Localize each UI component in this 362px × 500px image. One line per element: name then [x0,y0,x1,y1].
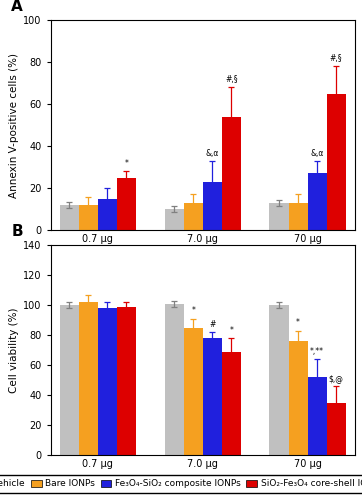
Bar [60,305,79,455]
Bar [117,178,136,230]
Text: #: # [209,320,215,329]
Text: *: * [191,306,195,316]
Text: $,@: $,@ [329,374,344,383]
Bar [308,174,327,230]
Bar [203,338,222,455]
Bar [222,116,241,230]
Bar [289,202,308,230]
Bar [79,302,98,455]
Text: &,α: &,α [311,148,324,158]
Bar [165,304,184,455]
Text: #,§: #,§ [225,75,237,84]
Bar [184,202,203,230]
Bar [184,328,203,455]
Bar [222,352,241,455]
Bar [98,308,117,455]
Bar [165,209,184,230]
Text: *: * [125,159,129,168]
Text: *,**: *,** [310,347,324,356]
Text: *: * [296,318,300,328]
Y-axis label: Annexin V-positive cells (%): Annexin V-positive cells (%) [9,52,19,198]
Bar [203,182,222,230]
Bar [308,377,327,455]
Text: B: B [11,224,23,238]
Bar [289,341,308,455]
Text: *: * [230,326,233,335]
Text: #,§: #,§ [330,54,342,63]
Bar [269,202,289,230]
Bar [117,306,136,455]
Bar [327,402,346,455]
Text: &,α: &,α [206,148,219,158]
Bar [327,94,346,230]
Bar [60,205,79,230]
Text: A: A [11,0,23,14]
Bar [269,305,289,455]
Y-axis label: Cell viability (%): Cell viability (%) [9,307,19,393]
Legend: Vehicle, Bare IONPs, Fe₃O₄-SiO₂ composite IONPs, SiO₂-Fe₃O₄ core-shell IONPs: Vehicle, Bare IONPs, Fe₃O₄-SiO₂ composit… [0,475,362,493]
Bar [98,198,117,230]
Bar [79,205,98,230]
